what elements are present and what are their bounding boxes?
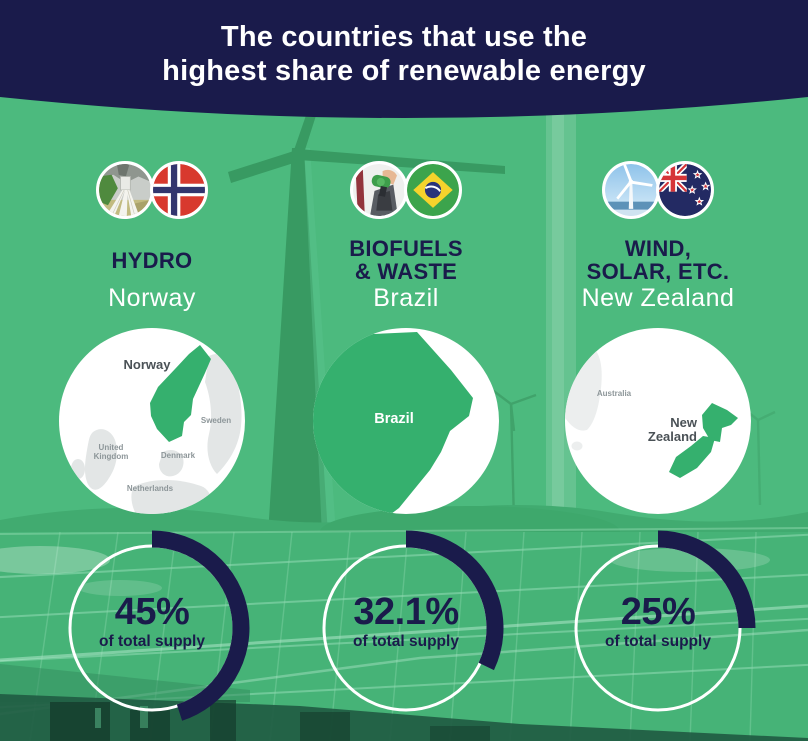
gauge-wind-solar: 25% of total supply [558, 528, 758, 728]
header-banner [0, 0, 808, 118]
map-label-australia: Australia [597, 389, 632, 398]
share-caption: of total supply [99, 632, 205, 650]
category-line: WIND, [624, 236, 692, 261]
wind-turbine-photo-icon [602, 161, 660, 219]
map-label-brazil: Brazil [374, 411, 414, 427]
share-caption: of total supply [605, 632, 711, 650]
map-label-norway: Norway [124, 357, 172, 372]
column-biofuels-brazil: BIOFUELS & WASTE Brazil Brazil 32.1% of … [291, 161, 521, 728]
country-name: Brazil [373, 284, 439, 312]
norway-flag-icon [150, 161, 208, 219]
country-name: New Zealand [581, 284, 735, 312]
map-label-denmark: Denmark [161, 451, 196, 460]
page-title-line2: highest share of renewable energy [162, 55, 646, 87]
category-heading: HYDRO [112, 237, 193, 283]
category-line: SOLAR, ETC. [586, 259, 730, 284]
page-title: The countries that use the highest share… [0, 20, 808, 88]
icon-pair [350, 161, 462, 219]
category-line: & WASTE [354, 259, 458, 284]
map-circle-norway: Norway Sweden United Kingdom Denmark Net… [59, 328, 245, 514]
share-caption: of total supply [353, 632, 459, 650]
gauge-arc [151, 530, 250, 721]
map-label-zealand: Zealand [648, 429, 697, 444]
category-line: BIOFUELS [349, 236, 463, 261]
brazil-highlight-shape [313, 332, 473, 514]
map-label-kingdom: Kingdom [94, 452, 129, 461]
map-circle-new-zealand: Australia New Zealand [565, 328, 751, 514]
column-hydro-norway: HYDRO Norway Norway Sweden United Kingdo… [37, 161, 267, 728]
map-label-united: United [99, 443, 124, 452]
light-tower-band [546, 100, 576, 540]
gauge-arc [405, 530, 504, 671]
icon-pair [96, 161, 208, 219]
share-percentage: 32.1% [353, 590, 459, 633]
biofuel-pump-photo-icon [350, 161, 408, 219]
distant-turbine-silhouettes [490, 388, 776, 523]
map-label-netherlands: Netherlands [127, 484, 174, 493]
norway-highlight-shape [150, 345, 211, 442]
hydro-dam-photo-icon [96, 161, 154, 219]
category-line: HYDRO [111, 247, 193, 273]
share-percentage: 45% [114, 590, 190, 633]
column-wind-solar-new-zealand: WIND, SOLAR, ETC. New Zealand Australia … [543, 161, 773, 728]
page-title-line1: The countries that use the [220, 21, 588, 53]
new-zealand-flag-icon [656, 161, 714, 219]
icon-pair [602, 161, 714, 219]
country-name: Norway [108, 284, 196, 312]
nz-north-island-shape [702, 403, 738, 442]
nz-south-island-shape [669, 436, 715, 478]
brazil-flag-icon [404, 161, 462, 219]
map-label-new: New [670, 415, 698, 430]
map-circle-brazil: Brazil [313, 328, 499, 514]
map-label-sweden: Sweden [201, 416, 231, 425]
category-heading: WIND, SOLAR, ETC. [587, 237, 730, 283]
wind-turbine-silhouette [228, 98, 505, 535]
share-percentage: 25% [620, 590, 696, 633]
gauge-arc [657, 530, 756, 629]
gauge-biofuels: 32.1% of total supply [306, 528, 506, 728]
gauge-hydro: 45% of total supply [52, 528, 252, 728]
category-heading: BIOFUELS & WASTE [349, 237, 463, 283]
